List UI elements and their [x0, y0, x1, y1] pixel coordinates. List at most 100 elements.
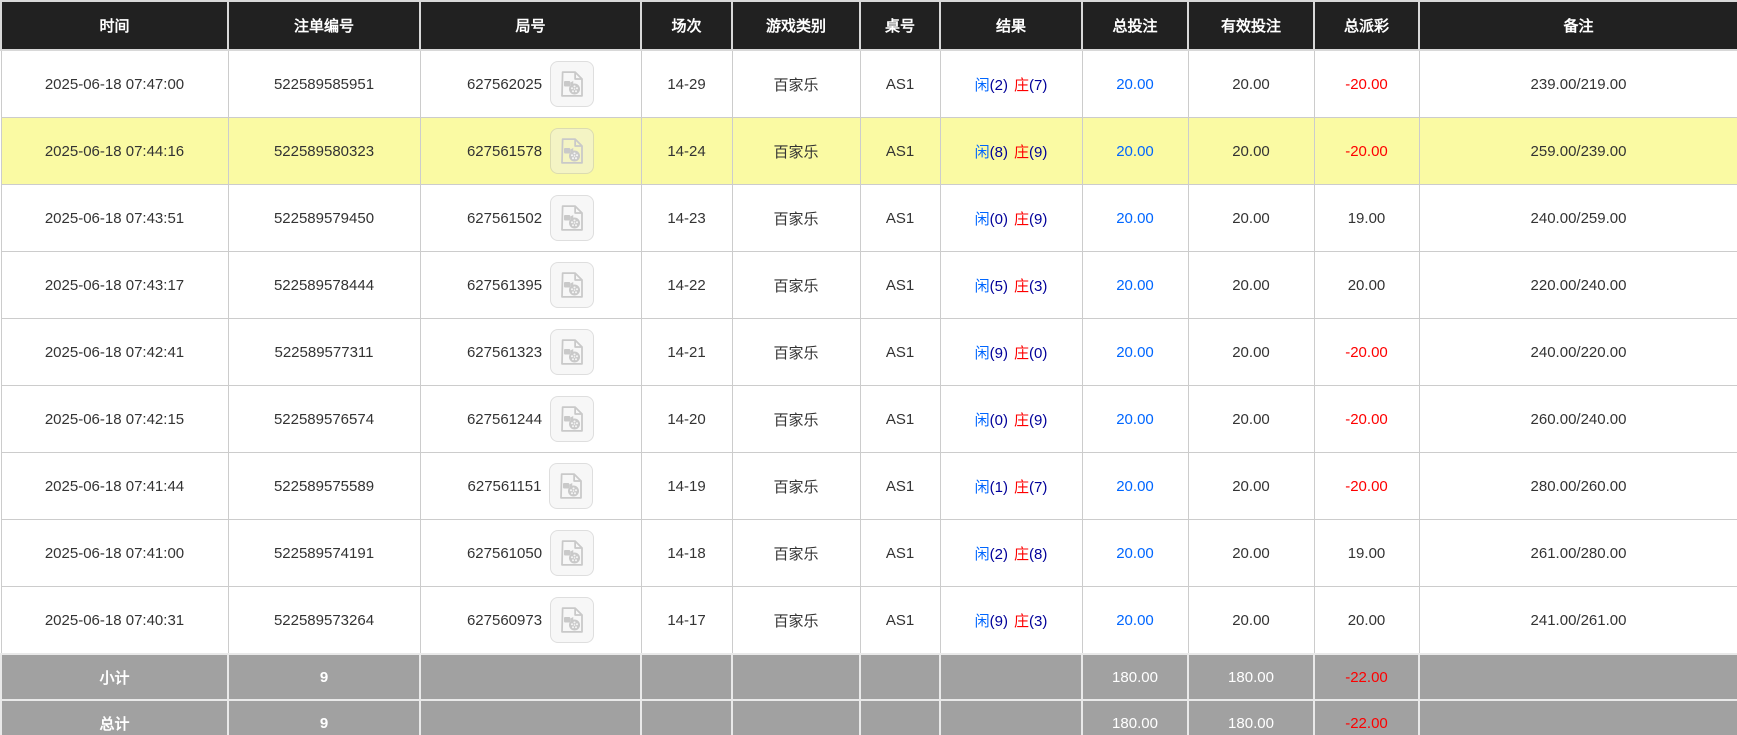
cell-table-no: AS1 — [859, 184, 941, 252]
result-banker-score: (7) — [1029, 478, 1048, 496]
cell-result: 闲(8) 庄(9) — [939, 117, 1083, 185]
table-row[interactable]: 2025-06-18 07:44:16 522589580323 6275615… — [0, 117, 1737, 185]
subtotal-valid-bet: 180.00 — [1187, 653, 1315, 701]
cell-remark: 280.00/260.00 — [1418, 452, 1737, 520]
subtotal-empty-table — [859, 653, 941, 701]
cell-time: 2025-06-18 07:43:17 — [0, 251, 229, 319]
result-player-score: (2) — [989, 545, 1008, 563]
column-header-total-payout: 总派彩 — [1313, 0, 1420, 51]
result-player-label: 闲 — [974, 76, 990, 94]
cell-round-id: 627562025 — [419, 49, 642, 118]
result-player-label: 闲 — [974, 478, 990, 496]
video-file-icon — [561, 339, 583, 365]
cell-game-type: 百家乐 — [731, 452, 861, 520]
cell-valid-bet: 20.00 — [1187, 184, 1315, 252]
video-file-icon — [561, 272, 583, 298]
result-banker-score: (3) — [1029, 277, 1048, 295]
cell-total-bet: 20.00 — [1081, 586, 1189, 655]
table-row[interactable]: 2025-06-18 07:47:00 522589585951 6275620… — [0, 49, 1737, 118]
result-banker-label: 庄 — [1014, 545, 1030, 563]
cell-total-payout: 19.00 — [1313, 519, 1420, 587]
cell-total-payout: -20.00 — [1313, 49, 1420, 118]
cell-valid-bet: 20.00 — [1187, 251, 1315, 319]
cell-total-payout: -20.00 — [1313, 117, 1420, 185]
result-banker-label: 庄 — [1014, 411, 1030, 429]
grand-total-label: 总计 — [0, 699, 229, 735]
video-playback-button[interactable] — [550, 61, 595, 107]
cell-time: 2025-06-18 07:47:00 — [0, 49, 229, 118]
subtotal-count: 9 — [227, 653, 421, 701]
subtotal-empty-game — [731, 653, 861, 701]
grand-total-valid-bet: 180.00 — [1187, 699, 1315, 735]
cell-total-bet: 20.00 — [1081, 251, 1189, 319]
cell-session: 14-17 — [640, 586, 733, 655]
cell-total-payout: 19.00 — [1313, 184, 1420, 252]
video-playback-button[interactable] — [550, 128, 595, 174]
table-row[interactable]: 2025-06-18 07:42:15 522589576574 6275612… — [0, 385, 1737, 453]
cell-remark: 220.00/240.00 — [1418, 251, 1737, 319]
cell-total-bet: 20.00 — [1081, 49, 1189, 118]
table-row[interactable]: 2025-06-18 07:41:00 522589574191 6275610… — [0, 519, 1737, 587]
cell-bet-id: 522589579450 — [227, 184, 421, 252]
video-file-icon — [561, 205, 583, 231]
cell-session: 14-29 — [640, 49, 733, 118]
cell-total-bet: 20.00 — [1081, 452, 1189, 520]
video-playback-button[interactable] — [550, 329, 595, 375]
result-banker-label: 庄 — [1014, 76, 1030, 94]
round-number: 627561244 — [466, 410, 543, 428]
result-banker-label: 庄 — [1014, 210, 1030, 228]
cell-total-payout: -20.00 — [1313, 452, 1420, 520]
table-header: 时间 注单编号 局号 场次 游戏类别 桌号 结果 总投注 有效投注 总派彩 备注 — [0, 0, 1737, 51]
cell-bet-id: 522589574191 — [227, 519, 421, 587]
header-row: 时间 注单编号 局号 场次 游戏类别 桌号 结果 总投注 有效投注 总派彩 备注 — [0, 0, 1737, 51]
cell-table-no: AS1 — [859, 251, 941, 319]
result-banker-label: 庄 — [1014, 612, 1030, 630]
result-player-score: (1) — [989, 478, 1008, 496]
cell-result: 闲(2) 庄(7) — [939, 49, 1083, 118]
round-number: 627560973 — [466, 611, 543, 629]
cell-remark: 259.00/239.00 — [1418, 117, 1737, 185]
video-playback-button[interactable] — [550, 597, 595, 643]
table-row[interactable]: 2025-06-18 07:41:44 522589575589 6275611… — [0, 452, 1737, 520]
column-header-round-id: 局号 — [419, 0, 642, 51]
cell-valid-bet: 20.00 — [1187, 49, 1315, 118]
round-number: 627561050 — [466, 544, 543, 562]
cell-round-id: 627561050 — [419, 519, 642, 587]
cell-table-no: AS1 — [859, 385, 941, 453]
result-banker-score: (0) — [1029, 344, 1048, 362]
cell-time: 2025-06-18 07:40:31 — [0, 586, 229, 655]
grand-total-empty-session — [640, 699, 733, 735]
video-playback-button[interactable] — [549, 463, 594, 509]
cell-remark: 240.00/259.00 — [1418, 184, 1737, 252]
video-playback-button[interactable] — [550, 396, 595, 442]
result-player-score: (5) — [989, 277, 1008, 295]
cell-result: 闲(2) 庄(8) — [939, 519, 1083, 587]
cell-valid-bet: 20.00 — [1187, 519, 1315, 587]
column-header-bet-id: 注单编号 — [227, 0, 421, 51]
cell-table-no: AS1 — [859, 318, 941, 386]
subtotal-label: 小计 — [0, 653, 229, 701]
table-row[interactable]: 2025-06-18 07:43:51 522589579450 6275615… — [0, 184, 1737, 252]
cell-valid-bet: 20.00 — [1187, 318, 1315, 386]
cell-game-type: 百家乐 — [731, 117, 861, 185]
column-header-session: 场次 — [640, 0, 733, 51]
cell-result: 闲(9) 庄(0) — [939, 318, 1083, 386]
cell-result: 闲(0) 庄(9) — [939, 184, 1083, 252]
subtotal-total-bet: 180.00 — [1081, 653, 1189, 701]
table-row[interactable]: 2025-06-18 07:43:17 522589578444 6275613… — [0, 251, 1737, 319]
cell-total-bet: 20.00 — [1081, 117, 1189, 185]
subtotal-empty-remark — [1418, 653, 1737, 701]
video-playback-button[interactable] — [550, 195, 595, 241]
video-playback-button[interactable] — [550, 262, 595, 308]
video-playback-button[interactable] — [550, 530, 595, 576]
cell-remark: 240.00/220.00 — [1418, 318, 1737, 386]
result-banker-label: 庄 — [1014, 478, 1030, 496]
grand-total-empty-game — [731, 699, 861, 735]
round-number: 627561578 — [466, 142, 543, 160]
grand-total-empty-remark — [1418, 699, 1737, 735]
grand-total-row: 总计 9 180.00 180.00 -22.00 — [0, 699, 1737, 735]
table-row[interactable]: 2025-06-18 07:40:31 522589573264 6275609… — [0, 586, 1737, 655]
table-row[interactable]: 2025-06-18 07:42:41 522589577311 6275613… — [0, 318, 1737, 386]
result-player-label: 闲 — [974, 210, 990, 228]
